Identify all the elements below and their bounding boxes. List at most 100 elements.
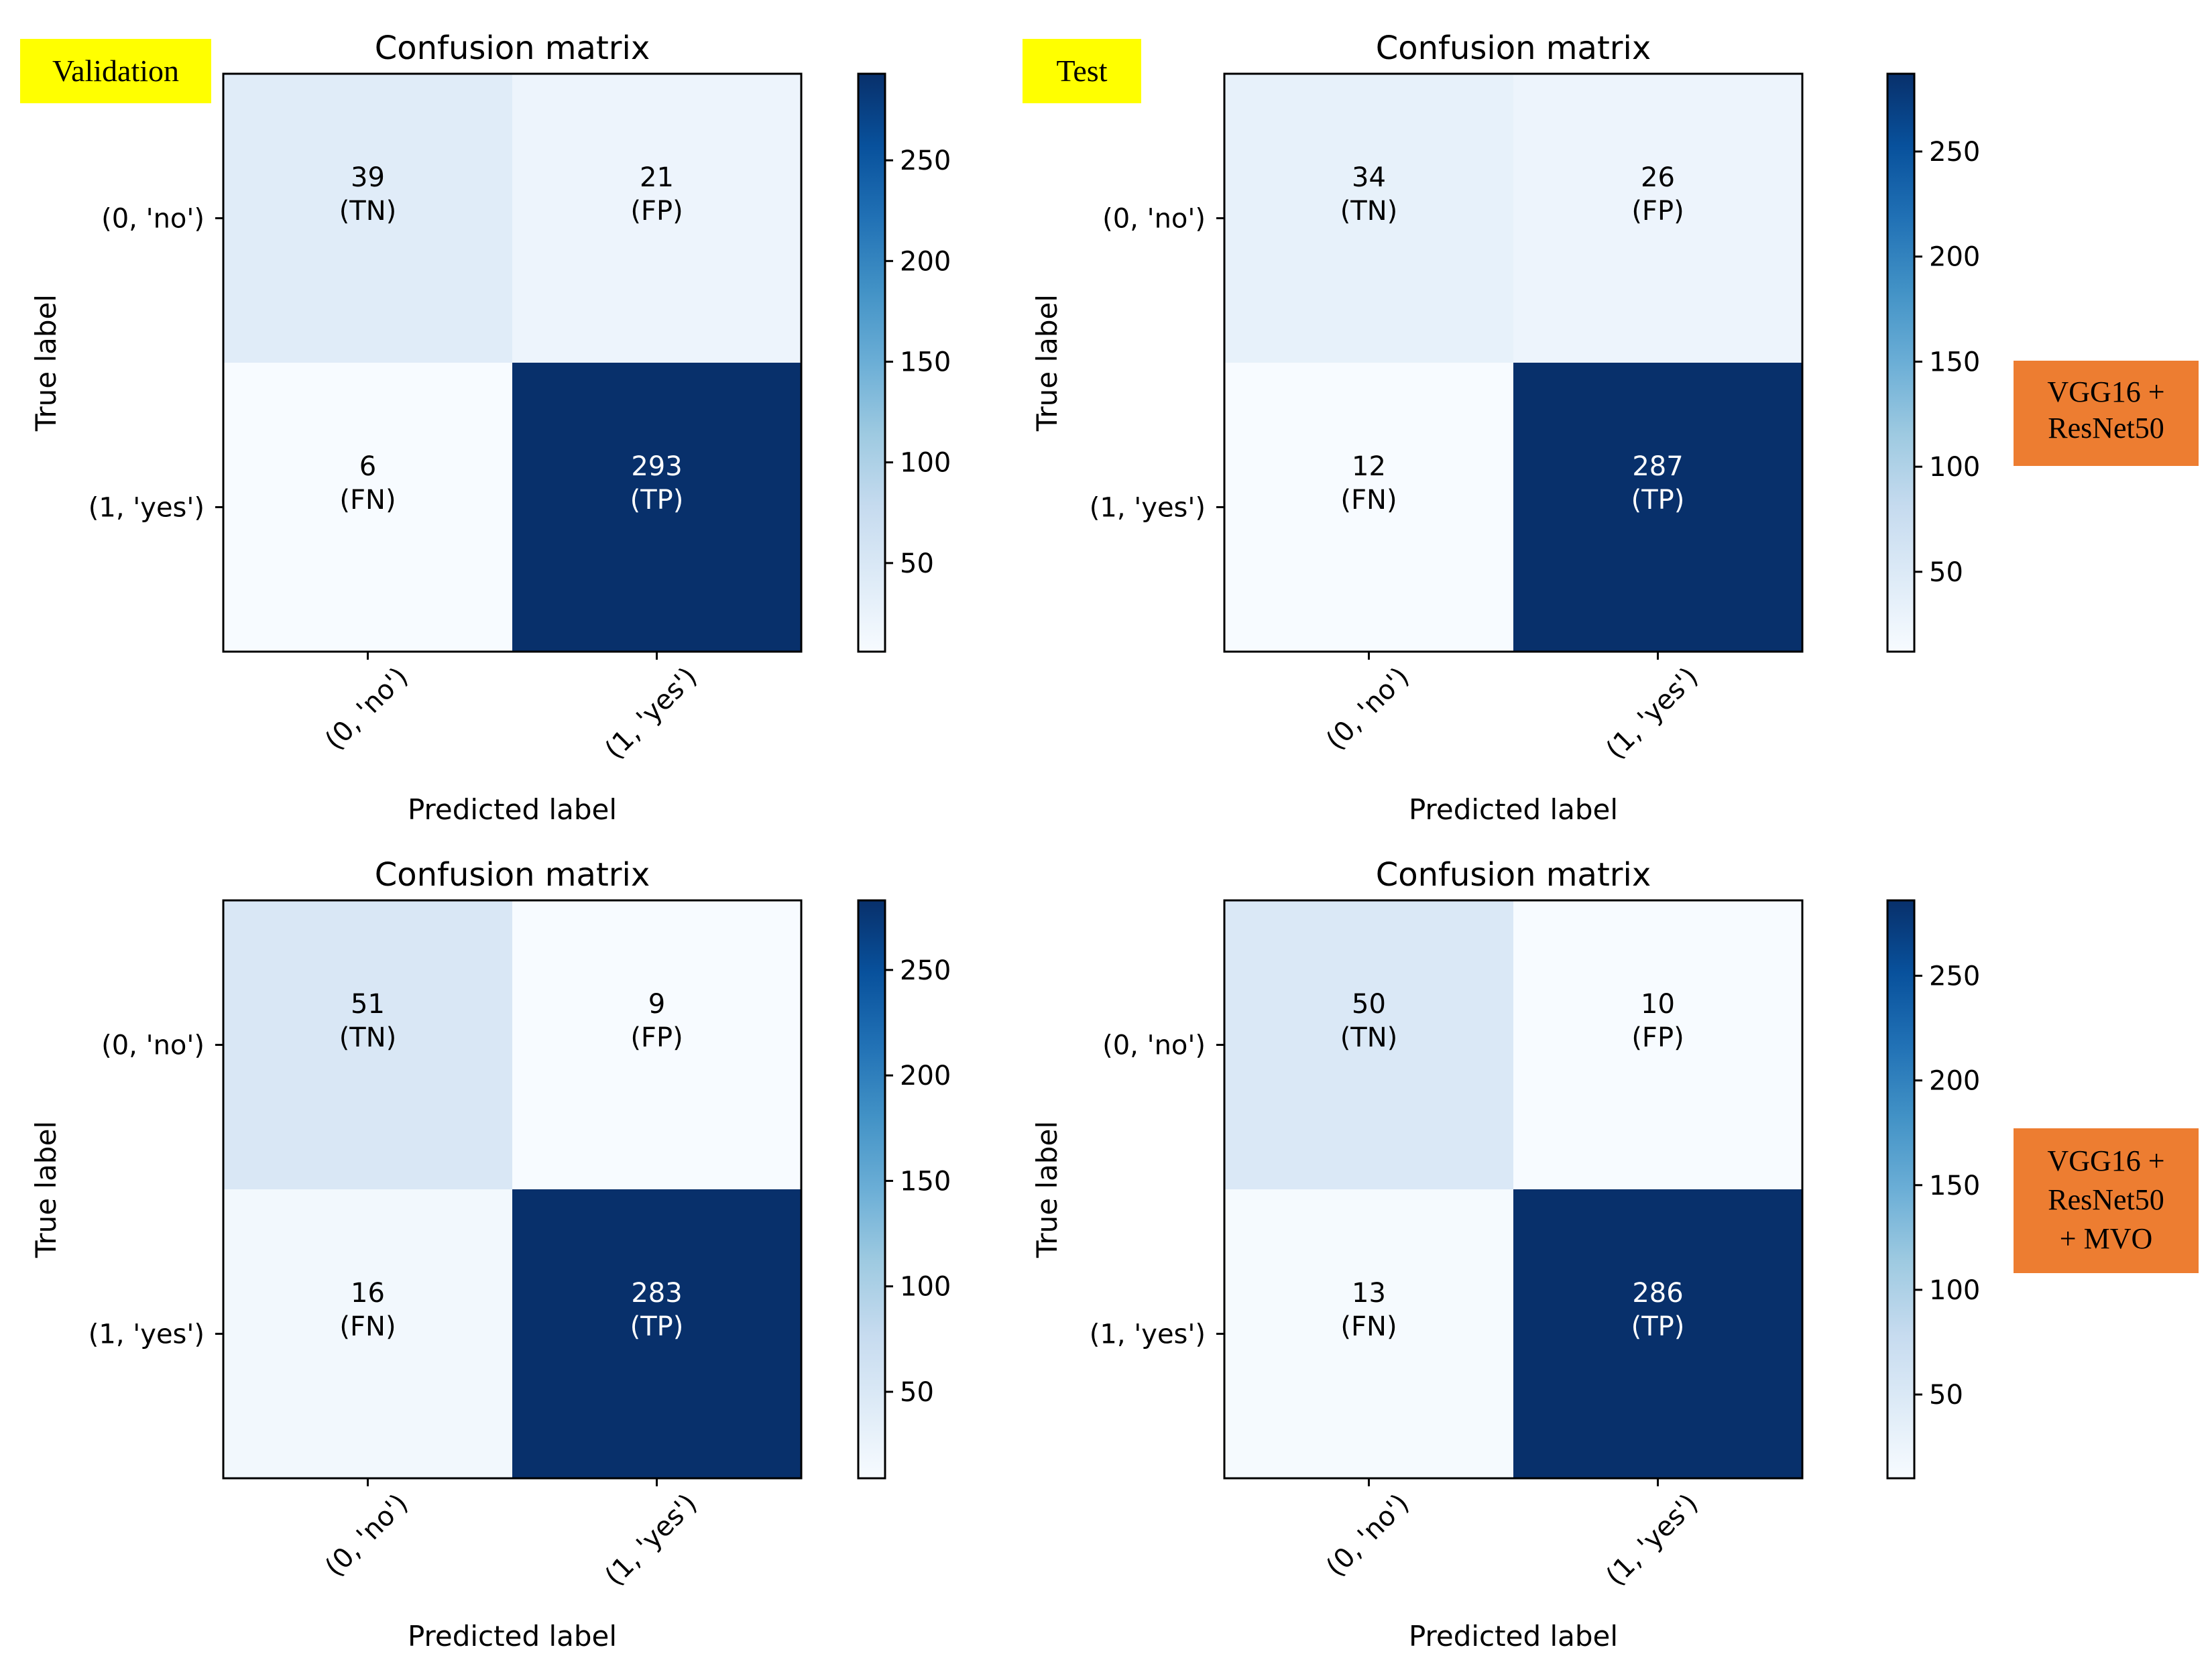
cell-value: 34: [1352, 162, 1386, 193]
cell-tag: (FN): [339, 485, 396, 516]
colorbar-tick-label: 100: [1929, 1275, 1980, 1306]
cell-tag: (FP): [630, 1022, 683, 1053]
cell-tag: (TN): [339, 1022, 397, 1053]
colorbar: [1886, 899, 1916, 1480]
colorbar-tick-label: 100: [900, 1272, 951, 1303]
colorbar-tick-label: 50: [900, 1377, 934, 1408]
cell-tag: (FP): [1631, 196, 1684, 227]
cell-value: 50: [1352, 989, 1386, 1020]
colorbar: [857, 72, 886, 653]
matrix-cell: [512, 900, 801, 1189]
colorbar-tick-label: 50: [900, 548, 934, 579]
x-axis-label: Predicted label: [408, 1620, 617, 1653]
matrix-cell: [223, 1189, 512, 1478]
y-axis-label: True label: [1031, 294, 1063, 432]
cell-value: 6: [359, 451, 376, 482]
colorbar: [1886, 72, 1916, 653]
cell-tag: (TN): [1340, 1022, 1398, 1053]
model-tag-line: ResNet50: [2048, 412, 2164, 444]
matrix-cell: [1513, 900, 1802, 1189]
cell-value: 26: [1641, 162, 1675, 193]
x-tick-label: (1, 'yes'): [1600, 662, 1704, 766]
matrix-cell: [223, 74, 512, 363]
y-tick-label: (0, 'no'): [1102, 1030, 1206, 1061]
x-tick-label: (0, 'no'): [319, 662, 414, 756]
cell-value: 287: [1632, 451, 1683, 482]
colorbar-tick-label: 250: [1929, 137, 1980, 168]
model-tag-line: ResNet50: [2048, 1183, 2164, 1216]
cell-value: 39: [351, 162, 385, 193]
cell-tag: (TN): [339, 196, 397, 227]
cell-tag: (TN): [1340, 196, 1398, 227]
x-tick-label: (1, 'yes'): [1600, 1488, 1704, 1592]
colorbar-tick-label: 200: [900, 1061, 951, 1091]
axes-frame: [222, 72, 803, 653]
model-tag-line: VGG16 +: [2047, 375, 2165, 408]
cell-value: 9: [648, 989, 665, 1020]
cell-value: 16: [351, 1278, 385, 1309]
cell-value: 10: [1641, 989, 1675, 1020]
y-tick-label: (1, 'yes'): [89, 1319, 205, 1350]
colorbar-tick-label: 100: [900, 448, 951, 479]
axes-frame: [1223, 899, 1804, 1480]
matrix-cell: [223, 900, 512, 1189]
cell-tag: (TP): [630, 1311, 684, 1342]
colorbar-tick-label: 50: [1929, 1380, 1963, 1411]
y-tick-label: (0, 'no'): [101, 204, 205, 235]
cell-tag: (FN): [1340, 485, 1397, 516]
colorbar-tick-label: 150: [900, 1166, 951, 1197]
colorbar-tick-label: 150: [1929, 1171, 1980, 1201]
cell-value: 51: [351, 989, 385, 1020]
y-axis-label: True label: [30, 294, 62, 432]
matrix-cell: [512, 74, 801, 363]
colorbar-tick-label: 150: [900, 347, 951, 377]
cell-tag: (TP): [1631, 485, 1685, 516]
chart-title: Confusion matrix: [375, 856, 650, 894]
cell-value: 293: [631, 451, 682, 482]
cell-tag: (FN): [1340, 1311, 1397, 1342]
colorbar-tick-label: 150: [1929, 347, 1980, 377]
chart-title: Confusion matrix: [375, 29, 650, 67]
matrix-cell: [1513, 1189, 1802, 1478]
colorbar: [857, 899, 886, 1480]
cell-value: 21: [640, 162, 674, 193]
chart-title: Confusion matrix: [1376, 856, 1651, 894]
y-tick-label: (1, 'yes'): [1090, 493, 1206, 524]
model-tag-line: + MVO: [2059, 1222, 2153, 1255]
x-tick-label: (0, 'no'): [1320, 662, 1415, 756]
cell-tag: (TP): [630, 485, 684, 516]
chart-title: Confusion matrix: [1376, 29, 1651, 67]
colorbar-tick-label: 200: [1929, 1066, 1980, 1097]
cell-tag: (FP): [630, 196, 683, 227]
model-tag-vgg16-resnet50: VGG16 + ResNet50: [2014, 361, 2199, 466]
matrix-cell: [223, 363, 512, 652]
cell-tag: (FN): [339, 1311, 396, 1342]
y-tick-label: (0, 'no'): [101, 1030, 205, 1061]
matrix-cell: [512, 1189, 801, 1478]
colorbar-tick-label: 100: [1929, 452, 1980, 483]
colorbar-tick-label: 200: [900, 246, 951, 277]
cell-tag: (TP): [1631, 1311, 1685, 1342]
matrix-cell: [512, 363, 801, 652]
axes-frame: [1223, 72, 1804, 653]
x-axis-label: Predicted label: [408, 793, 617, 826]
validation-tag: Validation: [20, 39, 211, 103]
y-axis-label: True label: [30, 1121, 62, 1258]
cell-value: 13: [1352, 1278, 1386, 1309]
x-tick-label: (0, 'no'): [1320, 1488, 1415, 1583]
y-tick-label: (1, 'yes'): [1090, 1319, 1206, 1350]
colorbar-tick-label: 200: [1929, 242, 1980, 273]
x-axis-label: Predicted label: [1409, 1620, 1618, 1653]
cell-value: 12: [1352, 451, 1386, 482]
matrix-cell: [1224, 74, 1513, 363]
matrix-cell: [1224, 900, 1513, 1189]
colorbar-tick-label: 50: [1929, 557, 1963, 588]
cell-tag: (FP): [1631, 1022, 1684, 1053]
axes-frame: [222, 899, 803, 1480]
y-tick-label: (0, 'no'): [1102, 204, 1206, 235]
cell-value: 283: [631, 1278, 682, 1309]
y-axis-label: True label: [1031, 1121, 1063, 1258]
colorbar-tick-label: 250: [900, 955, 951, 986]
matrix-cell: [1513, 363, 1802, 652]
